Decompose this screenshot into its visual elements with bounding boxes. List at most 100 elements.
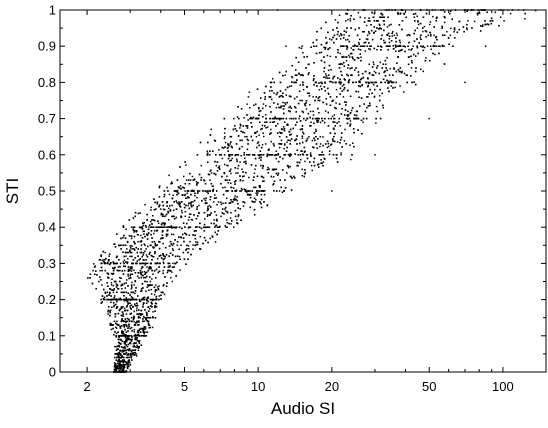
scatter-point [366, 45, 369, 47]
scatter-point [280, 186, 282, 189]
scatter-point [135, 262, 137, 265]
scatter-point [180, 244, 182, 247]
scatter-point [212, 190, 214, 192]
scatter-point [247, 143, 249, 145]
scatter-point [122, 320, 125, 322]
scatter-point [169, 205, 171, 207]
scatter-point [101, 262, 103, 265]
scatter-point [130, 237, 133, 240]
scatter-point [315, 39, 318, 41]
scatter-point [125, 299, 127, 302]
scatter-point [285, 150, 288, 152]
scatter-point [438, 52, 440, 55]
scatter-point [329, 55, 332, 58]
scatter-point [173, 226, 176, 229]
scatter-point [356, 34, 359, 37]
scatter-point [146, 255, 149, 258]
scatter-point [147, 324, 150, 326]
scatter-point [302, 81, 304, 84]
scatter-point [202, 190, 204, 192]
scatter-point [390, 85, 393, 87]
scatter-point [289, 110, 291, 113]
scatter-point [376, 65, 379, 67]
scatter-point [178, 226, 181, 228]
scatter-point [395, 32, 398, 35]
scatter-point [125, 361, 128, 364]
scatter-point [147, 306, 149, 308]
scatter-point [415, 55, 417, 57]
scatter-point [108, 255, 110, 257]
scatter-point [429, 59, 431, 62]
scatter-point [114, 243, 116, 245]
scatter-point [148, 226, 150, 228]
scatter-point [121, 244, 123, 247]
scatter-point [432, 15, 434, 18]
scatter-point [229, 182, 232, 184]
scatter-point [257, 141, 260, 143]
scatter-point [154, 242, 156, 245]
scatter-point [244, 135, 246, 138]
scatter-point [376, 85, 378, 87]
scatter-point [170, 181, 173, 183]
scatter-point [138, 320, 140, 322]
scatter-point [275, 117, 278, 120]
scatter-point [211, 235, 214, 237]
scatter-point [242, 205, 245, 207]
scatter-point [351, 67, 353, 69]
scatter-point [114, 363, 117, 365]
scatter-point [317, 117, 320, 120]
scatter-point [432, 45, 435, 47]
scatter-point [403, 91, 405, 93]
scatter-point [120, 339, 122, 341]
scatter-point [410, 49, 412, 51]
scatter-point [320, 27, 322, 30]
scatter-point [367, 84, 369, 87]
scatter-point [277, 153, 280, 155]
scatter-point [129, 298, 132, 301]
scatter-point [361, 133, 363, 135]
scatter-point [260, 146, 263, 149]
scatter-point [120, 354, 122, 356]
scatter-point [291, 75, 293, 78]
scatter-point [120, 298, 123, 301]
scatter-point [395, 81, 397, 84]
scatter-point [116, 362, 119, 365]
scatter-point [292, 127, 294, 130]
scatter-point [313, 132, 316, 134]
scatter-point [383, 71, 385, 74]
scatter-point [123, 359, 125, 361]
scatter-point [270, 81, 273, 84]
scatter-point [180, 209, 183, 212]
scatter-point [383, 41, 386, 44]
scatter-point [145, 298, 148, 301]
scatter-point [360, 97, 363, 99]
scatter-point [262, 164, 264, 167]
scatter-point [275, 125, 277, 127]
scatter-point [385, 45, 388, 47]
scatter-point [290, 138, 293, 140]
scatter-point [524, 18, 526, 20]
scatter-point [116, 269, 119, 272]
scatter-point [221, 212, 224, 214]
scatter-point [240, 154, 242, 157]
scatter-point [237, 202, 239, 205]
scatter-point [119, 325, 121, 328]
scatter-point [368, 72, 371, 74]
scatter-point [134, 349, 136, 352]
scatter-point [386, 26, 389, 28]
scatter-point [337, 30, 339, 33]
scatter-point [298, 161, 301, 164]
scatter-point [277, 174, 279, 176]
scatter-point [256, 88, 259, 90]
scatter-point [248, 91, 251, 94]
scatter-point [327, 92, 330, 95]
scatter-point [206, 154, 209, 156]
scatter-point [364, 41, 367, 44]
scatter-point [135, 342, 137, 344]
scatter-point [319, 135, 322, 138]
scatter-point [150, 209, 152, 211]
scatter-point [161, 222, 163, 224]
scatter-point [140, 313, 143, 315]
scatter-point [193, 178, 196, 180]
scatter-point [155, 295, 158, 298]
